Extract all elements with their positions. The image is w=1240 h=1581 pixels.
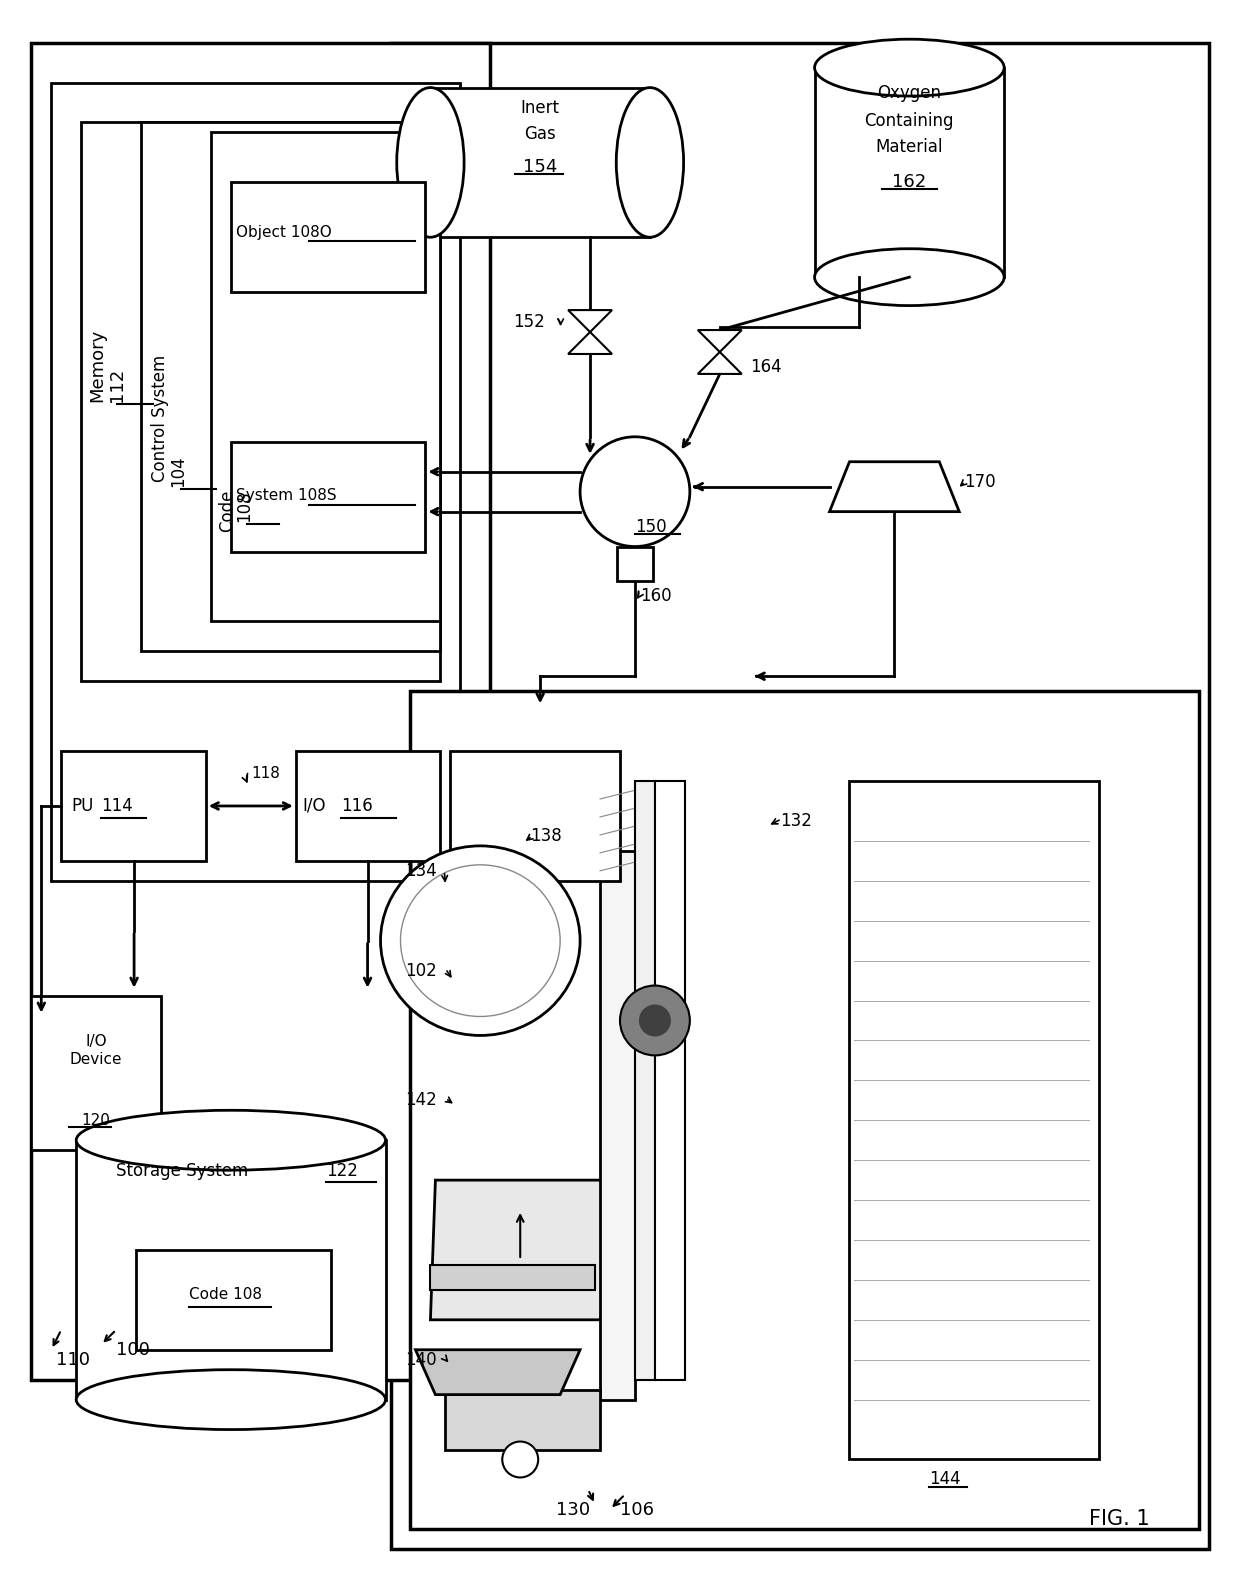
Text: 152: 152 bbox=[513, 313, 546, 330]
Bar bbox=[231, 182, 425, 292]
Bar bbox=[635, 781, 655, 1380]
Bar bbox=[61, 751, 206, 860]
Bar bbox=[430, 1265, 595, 1290]
Bar bbox=[211, 133, 440, 621]
Bar bbox=[655, 781, 684, 1380]
Text: 108: 108 bbox=[234, 490, 253, 522]
Circle shape bbox=[580, 436, 689, 547]
Text: Inert: Inert bbox=[521, 98, 559, 117]
Text: 122: 122 bbox=[326, 1162, 357, 1179]
Text: 154: 154 bbox=[523, 158, 557, 177]
Text: 130: 130 bbox=[556, 1502, 590, 1519]
Bar bbox=[815, 68, 1004, 277]
Text: 110: 110 bbox=[56, 1350, 91, 1369]
Polygon shape bbox=[568, 310, 613, 332]
Text: 104: 104 bbox=[169, 455, 187, 487]
Text: 120: 120 bbox=[82, 1113, 110, 1127]
Ellipse shape bbox=[815, 248, 1004, 305]
Text: 118: 118 bbox=[250, 767, 280, 781]
Ellipse shape bbox=[397, 87, 464, 237]
Polygon shape bbox=[698, 330, 742, 353]
Circle shape bbox=[502, 1442, 538, 1478]
Text: 106: 106 bbox=[620, 1502, 653, 1519]
Bar bbox=[430, 87, 650, 237]
Ellipse shape bbox=[640, 1006, 670, 1036]
Text: 150: 150 bbox=[635, 517, 667, 536]
Text: 112: 112 bbox=[108, 368, 126, 402]
Text: Code 108: Code 108 bbox=[190, 1287, 263, 1303]
Bar bbox=[450, 751, 620, 881]
Text: Oxygen: Oxygen bbox=[878, 84, 941, 101]
Bar bbox=[51, 82, 460, 881]
Text: Containing: Containing bbox=[864, 112, 954, 130]
Text: I/O
Device: I/O Device bbox=[69, 1034, 123, 1067]
Polygon shape bbox=[830, 462, 960, 512]
Ellipse shape bbox=[815, 40, 1004, 96]
Bar bbox=[618, 547, 653, 582]
Bar bbox=[31, 996, 161, 1151]
Ellipse shape bbox=[381, 846, 580, 1036]
Polygon shape bbox=[568, 332, 613, 354]
Bar bbox=[136, 1251, 331, 1350]
Bar bbox=[849, 781, 1099, 1459]
Bar bbox=[141, 122, 440, 651]
Ellipse shape bbox=[76, 1369, 386, 1429]
Text: 164: 164 bbox=[750, 357, 781, 376]
Text: System 108S: System 108S bbox=[236, 489, 336, 503]
Ellipse shape bbox=[401, 865, 560, 1017]
Text: 102: 102 bbox=[404, 961, 436, 980]
Text: Code: Code bbox=[218, 489, 236, 531]
Ellipse shape bbox=[620, 985, 689, 1056]
Polygon shape bbox=[698, 353, 742, 375]
Bar bbox=[31, 43, 490, 1380]
Bar bbox=[76, 1140, 386, 1399]
Text: 132: 132 bbox=[780, 813, 811, 830]
Bar bbox=[600, 851, 635, 1399]
Text: 140: 140 bbox=[404, 1350, 436, 1369]
Text: PU: PU bbox=[71, 797, 93, 814]
Text: 114: 114 bbox=[102, 797, 133, 814]
Text: 160: 160 bbox=[640, 588, 672, 606]
Bar bbox=[410, 691, 1199, 1529]
Ellipse shape bbox=[76, 1110, 386, 1170]
Bar bbox=[81, 122, 440, 681]
Bar bbox=[231, 441, 425, 552]
Text: Object 108O: Object 108O bbox=[236, 225, 331, 240]
Bar bbox=[445, 1390, 600, 1450]
Text: FIG. 1: FIG. 1 bbox=[1089, 1510, 1149, 1529]
Text: 138: 138 bbox=[531, 827, 562, 844]
Text: 100: 100 bbox=[117, 1341, 150, 1358]
Text: Gas: Gas bbox=[525, 125, 556, 144]
Text: Memory: Memory bbox=[88, 329, 107, 402]
Text: 116: 116 bbox=[341, 797, 372, 814]
Text: 134: 134 bbox=[404, 862, 436, 879]
Text: Control System: Control System bbox=[151, 354, 169, 482]
Text: I/O: I/O bbox=[303, 797, 326, 814]
Polygon shape bbox=[430, 1179, 635, 1320]
Polygon shape bbox=[415, 1350, 580, 1394]
Text: Storage System: Storage System bbox=[117, 1162, 248, 1179]
Text: 142: 142 bbox=[404, 1091, 436, 1110]
Text: Material: Material bbox=[875, 139, 944, 157]
Bar bbox=[295, 751, 440, 860]
Text: 162: 162 bbox=[893, 174, 926, 191]
Text: 144: 144 bbox=[929, 1470, 961, 1488]
Bar bbox=[391, 43, 1209, 1549]
Text: 170: 170 bbox=[965, 473, 996, 490]
Ellipse shape bbox=[616, 87, 683, 237]
